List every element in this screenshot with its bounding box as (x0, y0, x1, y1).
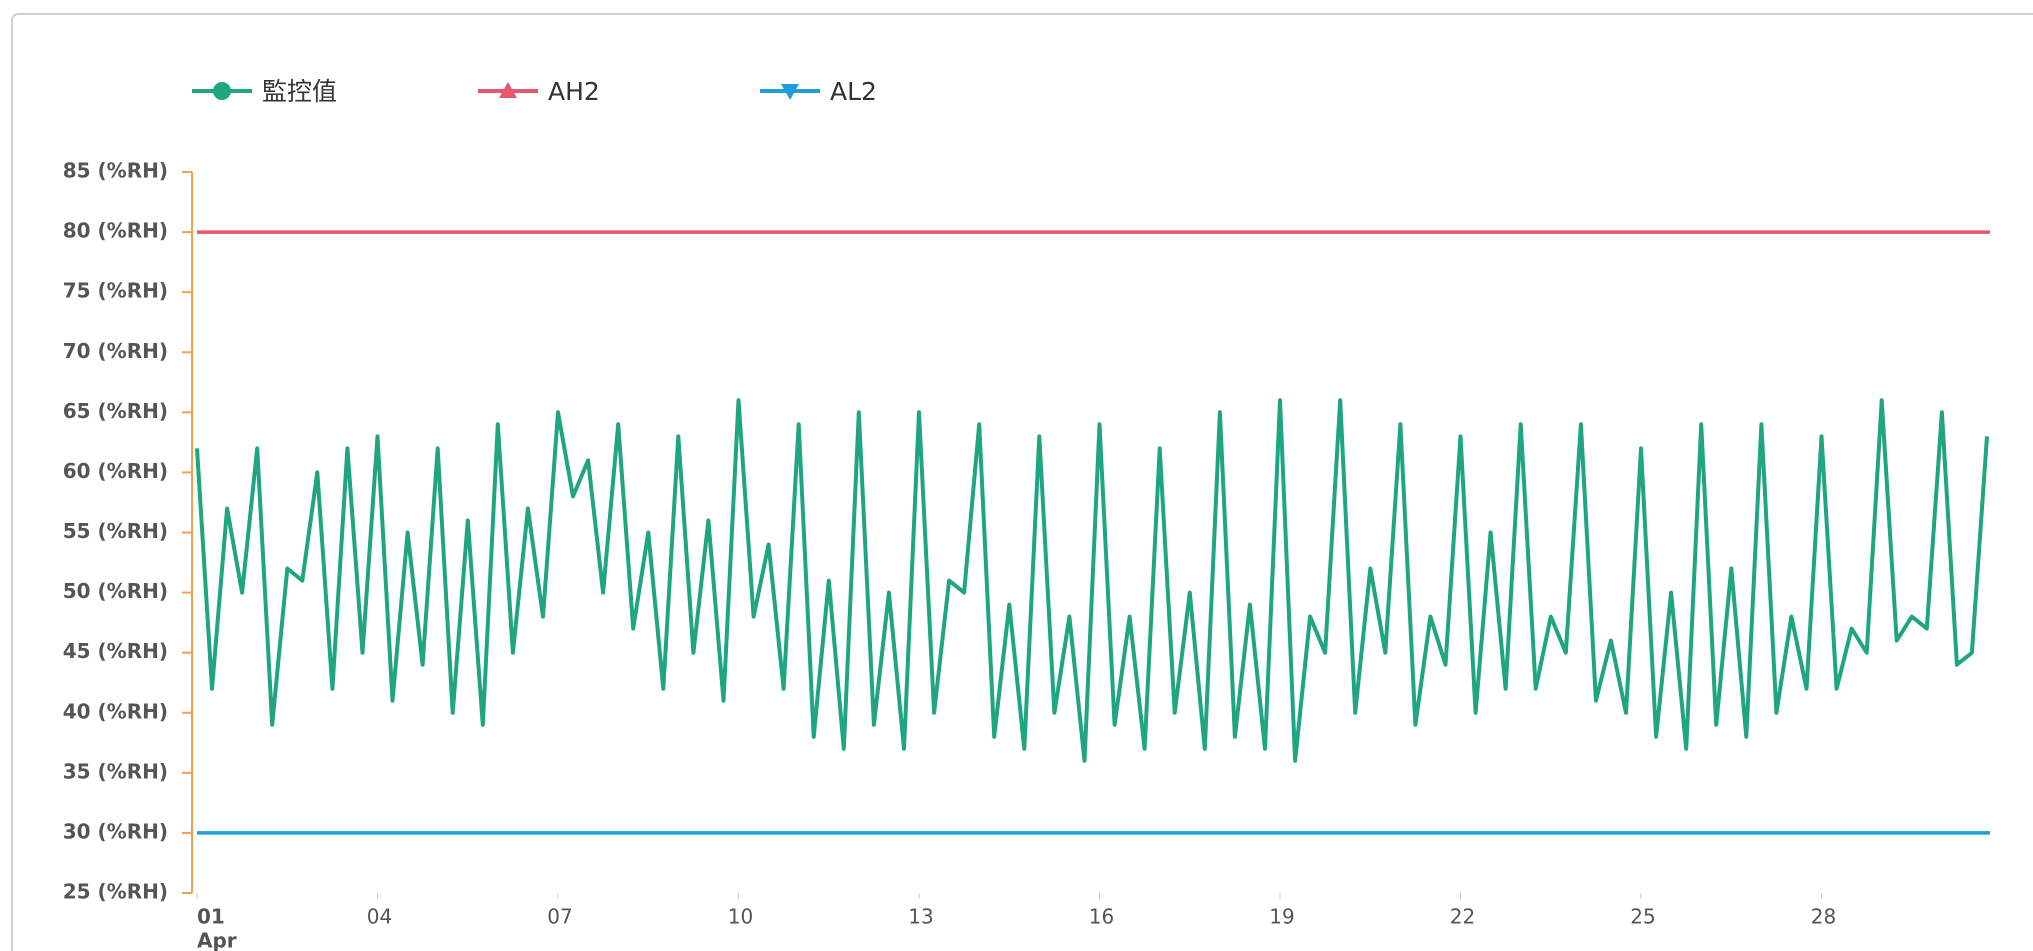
y-tick-label: 45 (%RH) (63, 639, 168, 663)
y-tick-label: 25 (%RH) (63, 880, 168, 904)
x-tick-label: 10 (728, 905, 753, 929)
x-sublabel: Apr (197, 929, 237, 951)
y-tick-label: 30 (%RH) (63, 819, 168, 843)
x-tick-label: 25 (1630, 905, 1655, 929)
y-tick-label: 85 (%RH) (63, 159, 168, 183)
legend-marker (499, 82, 517, 98)
y-tick-label: 50 (%RH) (63, 579, 168, 603)
legend-label: 監控值 (262, 77, 337, 106)
y-tick-label: 65 (%RH) (63, 399, 168, 423)
legend-label: AH2 (548, 77, 600, 106)
y-tick-label: 55 (%RH) (63, 519, 168, 543)
y-tick-label: 80 (%RH) (63, 219, 168, 243)
x-tick-label: 16 (1089, 905, 1114, 929)
y-tick-label: 70 (%RH) (63, 339, 168, 363)
y-tick-label: 60 (%RH) (63, 459, 168, 483)
x-tick-label: 07 (547, 905, 572, 929)
legend-label: AL2 (830, 77, 877, 106)
series-line (195, 398, 1989, 763)
legend-marker (781, 84, 799, 100)
y-tick-label: 40 (%RH) (63, 699, 168, 723)
x-tick-label: 13 (908, 905, 933, 929)
y-tick-label: 75 (%RH) (63, 279, 168, 303)
card (11, 13, 2033, 951)
x-tick-label: 01 (197, 905, 225, 929)
x-tick-label: 28 (1811, 905, 1836, 929)
y-tick-label: 35 (%RH) (63, 759, 168, 783)
legend-marker (213, 82, 231, 100)
x-tick-label: 19 (1269, 905, 1294, 929)
x-tick-label: 22 (1450, 905, 1475, 929)
x-tick-label: 04 (367, 905, 392, 929)
